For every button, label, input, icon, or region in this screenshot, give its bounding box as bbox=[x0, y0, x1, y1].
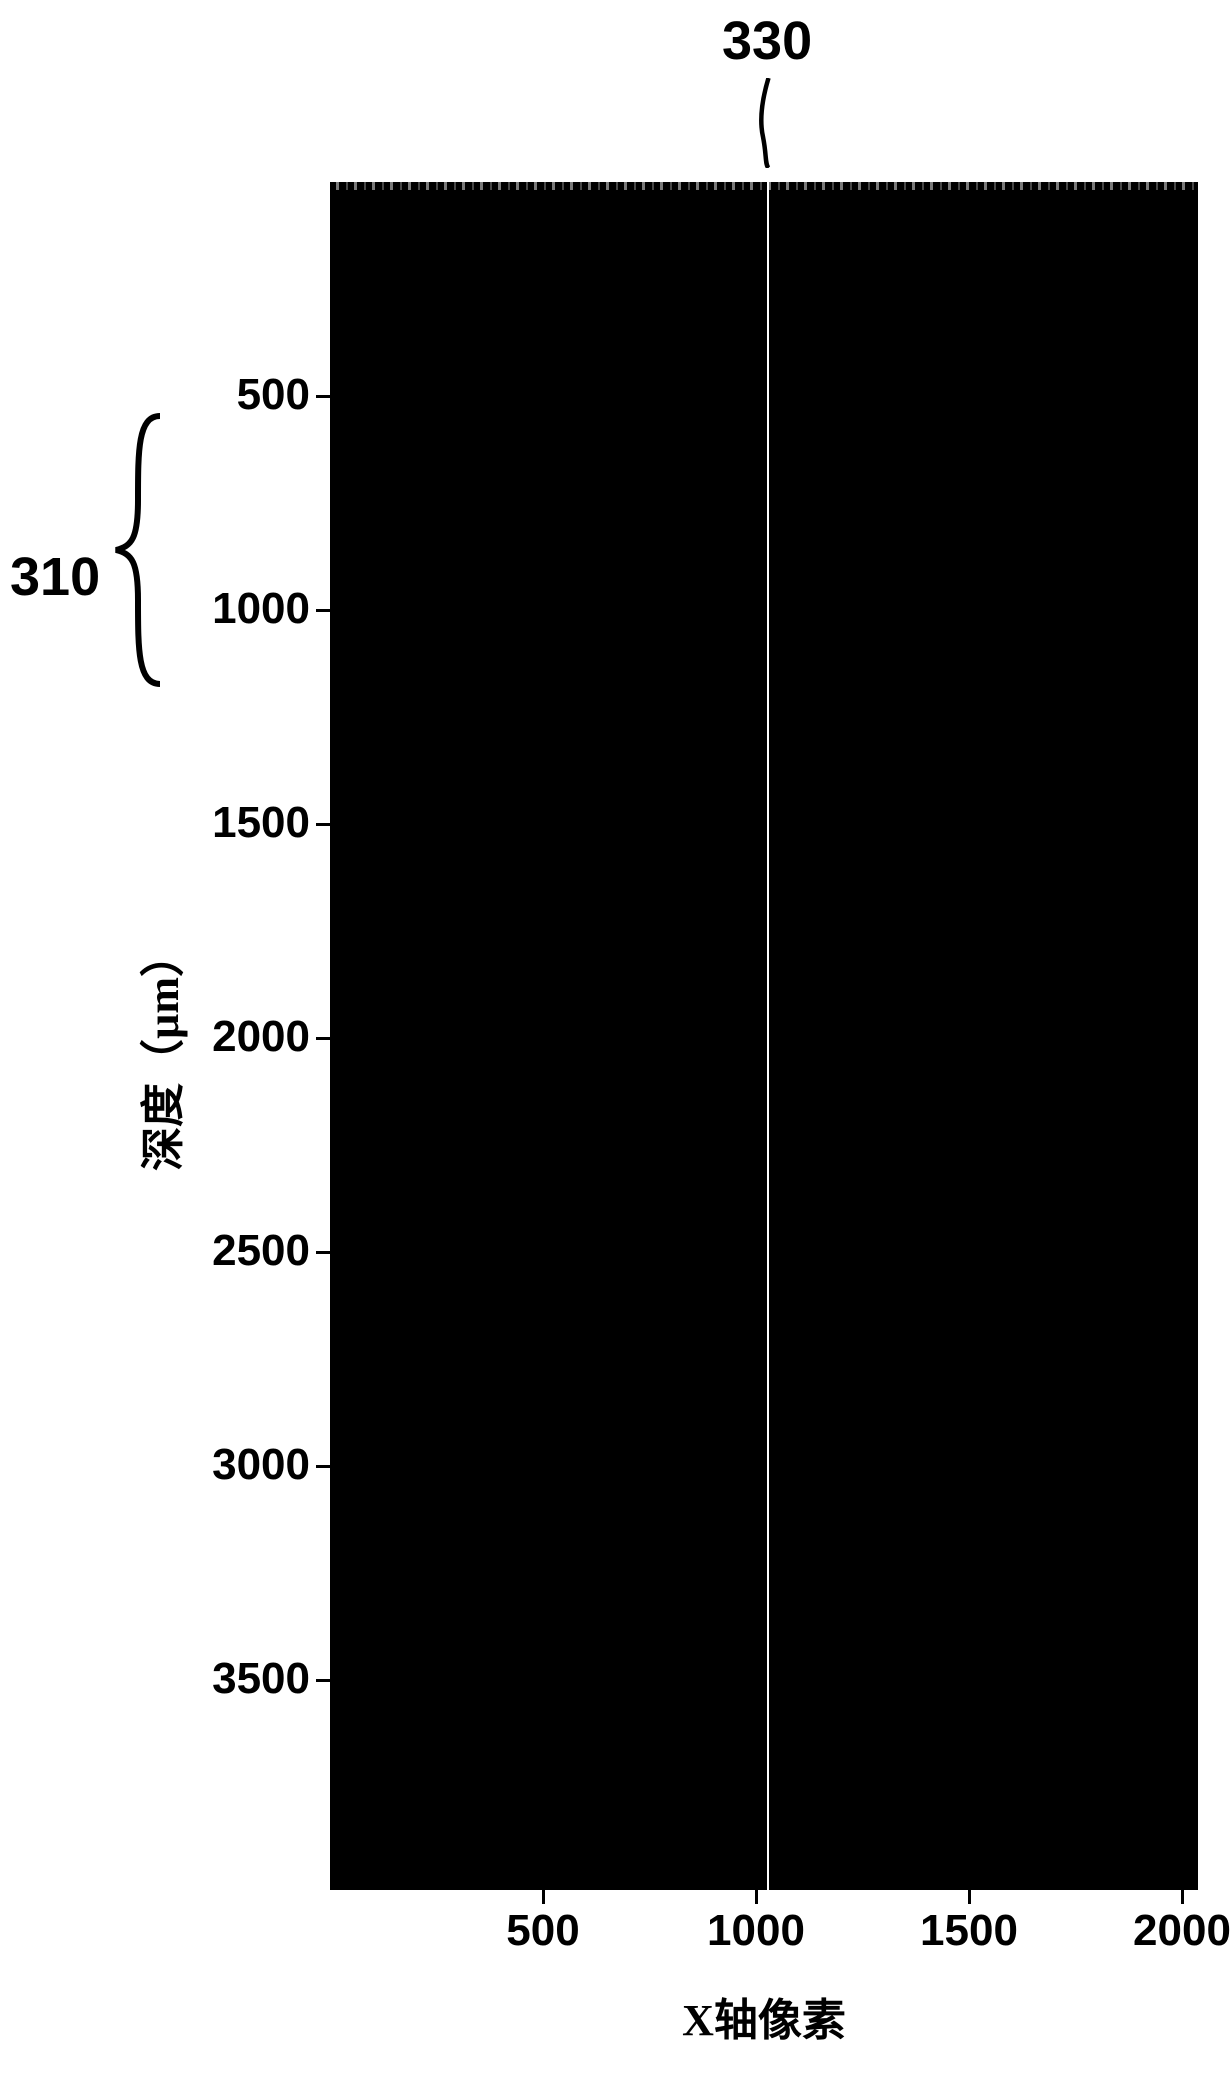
y-tick-label: 500 bbox=[180, 370, 310, 420]
x-tick-label: 500 bbox=[506, 1906, 579, 1956]
y-tick-mark bbox=[316, 1679, 330, 1682]
y-tick-mark bbox=[316, 609, 330, 612]
x-tick-mark bbox=[1181, 1890, 1184, 1904]
x-axis-label: X轴像素 bbox=[682, 1984, 846, 2048]
x-tick-mark bbox=[542, 1890, 545, 1904]
y-tick-label: 1500 bbox=[180, 798, 310, 848]
y-tick-mark bbox=[316, 1037, 330, 1040]
y-tick-label: 2500 bbox=[180, 1226, 310, 1276]
x-tick-mark bbox=[968, 1890, 971, 1904]
plot-noise-band bbox=[330, 182, 1198, 190]
x-tick-label: 1500 bbox=[920, 1906, 1018, 1956]
callout-top-leader bbox=[738, 78, 808, 168]
x-tick-label: 1000 bbox=[707, 1906, 805, 1956]
y-tick-mark bbox=[316, 823, 330, 826]
callout-top-number: 330 bbox=[722, 10, 812, 72]
y-tick-label: 1000 bbox=[180, 584, 310, 634]
x-tick-mark bbox=[755, 1890, 758, 1904]
y-tick-mark bbox=[316, 395, 330, 398]
plot-area bbox=[330, 182, 1198, 1890]
plot-center-line bbox=[767, 182, 769, 1890]
figure-container: 330 310 500 1000 1500 2000 2500 3000 350… bbox=[0, 0, 1232, 2087]
y-axis-label: 深度（µm） bbox=[127, 933, 191, 1171]
callout-left-number: 310 bbox=[10, 546, 100, 608]
y-tick-mark bbox=[316, 1251, 330, 1254]
callout-left-brace bbox=[108, 410, 168, 690]
x-tick-label: 2000 bbox=[1133, 1906, 1231, 1956]
y-tick-mark bbox=[316, 1465, 330, 1468]
y-tick-label: 2000 bbox=[180, 1012, 310, 1062]
y-tick-label: 3000 bbox=[180, 1440, 310, 1490]
y-tick-label: 3500 bbox=[180, 1654, 310, 1704]
